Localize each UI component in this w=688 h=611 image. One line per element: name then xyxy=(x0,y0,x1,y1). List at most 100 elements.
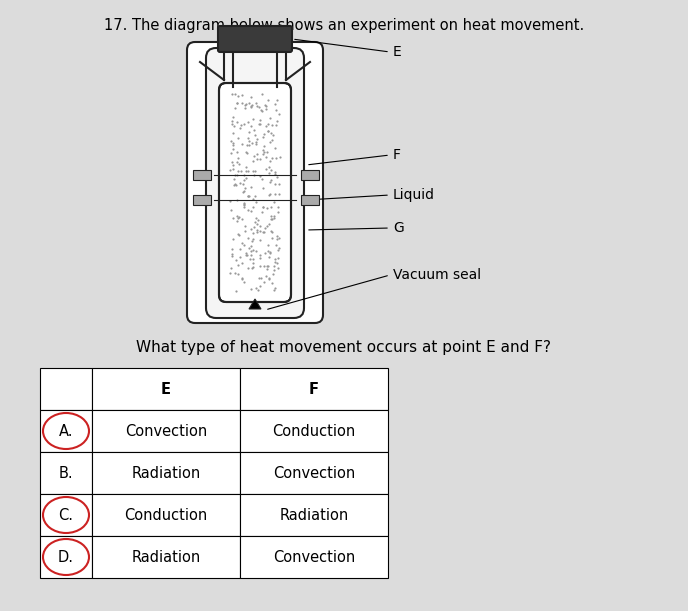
Point xyxy=(225,136,236,146)
Point xyxy=(244,98,255,108)
Point xyxy=(243,127,254,137)
Point xyxy=(241,148,252,158)
Point xyxy=(228,121,239,131)
Point xyxy=(226,251,237,261)
Point xyxy=(238,175,249,185)
Point xyxy=(243,136,254,145)
Polygon shape xyxy=(249,299,261,309)
Point xyxy=(241,162,252,172)
Text: D.: D. xyxy=(58,549,74,565)
Point xyxy=(246,284,257,294)
Point xyxy=(266,128,277,137)
Point xyxy=(264,178,275,188)
Text: Radiation: Radiation xyxy=(131,549,201,565)
Text: Liquid: Liquid xyxy=(393,188,435,202)
Point xyxy=(266,214,277,224)
Point xyxy=(232,170,243,180)
Point xyxy=(240,227,251,236)
Point xyxy=(236,258,247,268)
Point xyxy=(264,273,275,283)
Point xyxy=(226,117,237,126)
Point xyxy=(254,254,265,263)
Point xyxy=(247,245,258,255)
Point xyxy=(269,257,280,267)
Point xyxy=(268,130,279,140)
Point xyxy=(269,143,280,153)
Point xyxy=(241,141,252,150)
Bar xyxy=(92,410,240,452)
Point xyxy=(259,147,270,156)
Point xyxy=(271,105,282,115)
Point xyxy=(270,120,281,130)
Point xyxy=(261,122,272,131)
Point xyxy=(249,170,260,180)
Point xyxy=(226,263,237,273)
Point xyxy=(266,233,277,243)
Point xyxy=(255,281,266,291)
Point xyxy=(242,191,253,201)
Point xyxy=(274,189,285,199)
Point xyxy=(252,216,264,225)
Point xyxy=(240,222,251,232)
Point xyxy=(248,194,259,204)
Point xyxy=(233,159,244,169)
Point xyxy=(230,255,241,265)
Point xyxy=(237,90,248,100)
FancyBboxPatch shape xyxy=(218,26,292,52)
Point xyxy=(236,98,247,108)
Point xyxy=(269,254,280,264)
Point xyxy=(257,133,268,142)
Point xyxy=(255,119,266,129)
Point xyxy=(240,250,251,260)
Point xyxy=(266,202,277,211)
Point xyxy=(255,171,266,181)
Text: Vacuum seal: Vacuum seal xyxy=(393,268,481,282)
Point xyxy=(264,248,275,258)
Point xyxy=(261,263,272,273)
Point xyxy=(264,274,275,284)
Text: E: E xyxy=(161,381,171,397)
Point xyxy=(242,133,253,143)
Point xyxy=(226,120,237,130)
Point xyxy=(250,246,261,255)
Point xyxy=(268,261,279,271)
Point xyxy=(255,235,266,245)
Point xyxy=(262,240,273,249)
Point xyxy=(237,214,248,224)
Point xyxy=(226,89,237,99)
Point xyxy=(228,141,239,150)
Point xyxy=(272,95,283,105)
Point xyxy=(250,130,261,140)
Bar xyxy=(224,40,286,80)
Text: C.: C. xyxy=(58,508,74,522)
Point xyxy=(245,246,256,256)
Point xyxy=(230,170,241,180)
Point xyxy=(258,141,269,151)
Point xyxy=(248,233,259,243)
Text: Radiation: Radiation xyxy=(131,466,201,480)
Point xyxy=(250,139,261,149)
Point xyxy=(233,153,244,163)
Point xyxy=(268,285,279,295)
Point xyxy=(262,246,273,256)
Point xyxy=(227,214,238,224)
Point xyxy=(270,167,281,177)
Point xyxy=(245,92,256,102)
Point xyxy=(259,224,270,233)
Point xyxy=(226,148,237,158)
Point xyxy=(230,103,241,113)
Point xyxy=(242,263,253,273)
Point xyxy=(231,216,242,226)
Point xyxy=(227,112,238,122)
Point xyxy=(270,240,281,249)
Point xyxy=(267,153,278,163)
Point xyxy=(228,174,239,184)
Point xyxy=(225,166,236,175)
Point xyxy=(274,180,285,189)
Point xyxy=(266,214,277,224)
Text: F: F xyxy=(393,148,401,162)
Point xyxy=(247,166,258,176)
Point xyxy=(269,100,280,109)
Point xyxy=(239,183,250,193)
Point xyxy=(248,125,259,135)
